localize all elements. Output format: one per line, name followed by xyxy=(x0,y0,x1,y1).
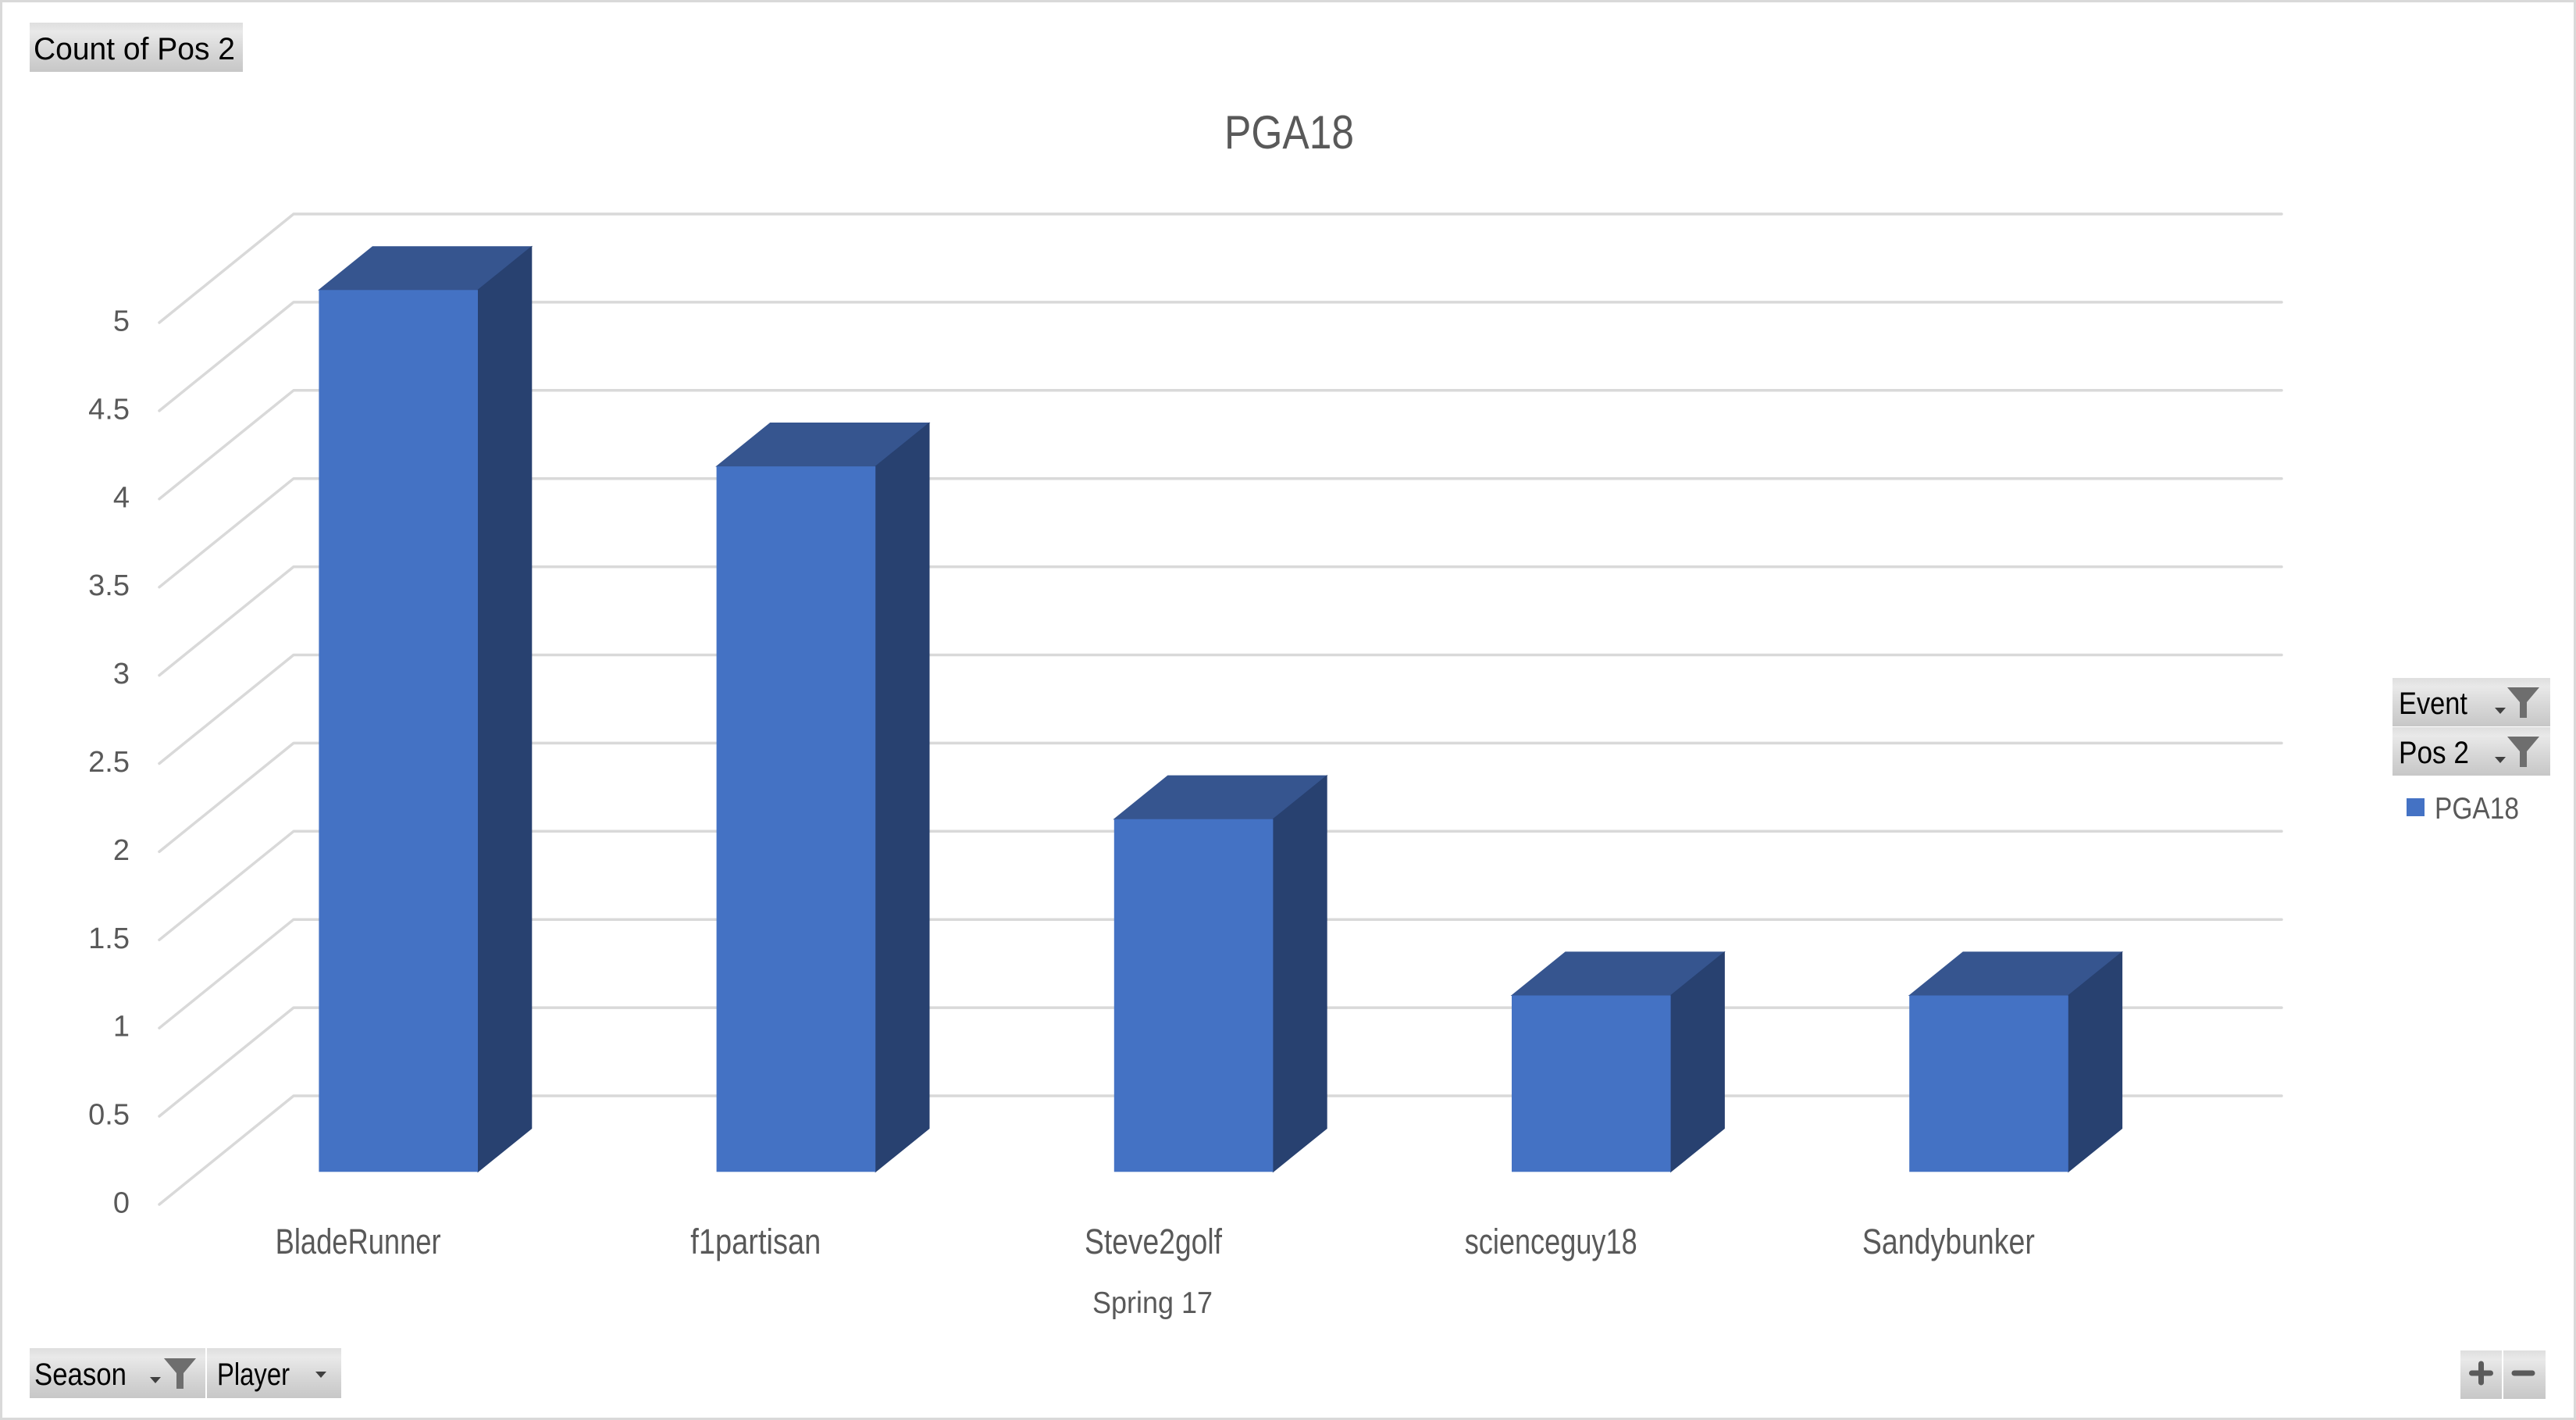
svg-text:BladeRunner: BladeRunner xyxy=(276,1222,441,1261)
svg-text:Count of Pos 2: Count of Pos 2 xyxy=(34,32,235,66)
svg-text:0: 0 xyxy=(113,1187,130,1220)
svg-text:2: 2 xyxy=(113,834,130,867)
svg-text:Event: Event xyxy=(2399,687,2467,721)
svg-text:Sandybunker: Sandybunker xyxy=(1862,1222,2035,1261)
svg-text:1: 1 xyxy=(113,1011,130,1044)
svg-text:2.5: 2.5 xyxy=(88,746,130,779)
svg-text:scienceguy18: scienceguy18 xyxy=(1465,1222,1637,1261)
svg-text:0.5: 0.5 xyxy=(88,1099,130,1132)
svg-text:4: 4 xyxy=(113,481,130,514)
svg-text:1.5: 1.5 xyxy=(88,922,130,955)
svg-text:5: 5 xyxy=(113,305,130,338)
svg-text:Spring 17: Spring 17 xyxy=(1092,1286,1213,1320)
svg-text:3: 3 xyxy=(113,658,130,690)
svg-text:3.5: 3.5 xyxy=(88,569,130,602)
svg-text:Season: Season xyxy=(34,1358,126,1392)
svg-text:Steve2golf: Steve2golf xyxy=(1085,1222,1222,1261)
svg-text:PGA18: PGA18 xyxy=(2435,792,2519,826)
svg-text:Player: Player xyxy=(217,1358,290,1392)
svg-text:4.5: 4.5 xyxy=(88,393,130,426)
svg-text:f1partisan: f1partisan xyxy=(690,1222,821,1261)
svg-text:Pos 2: Pos 2 xyxy=(2399,736,2469,770)
svg-text:PGA18: PGA18 xyxy=(1224,106,1354,159)
